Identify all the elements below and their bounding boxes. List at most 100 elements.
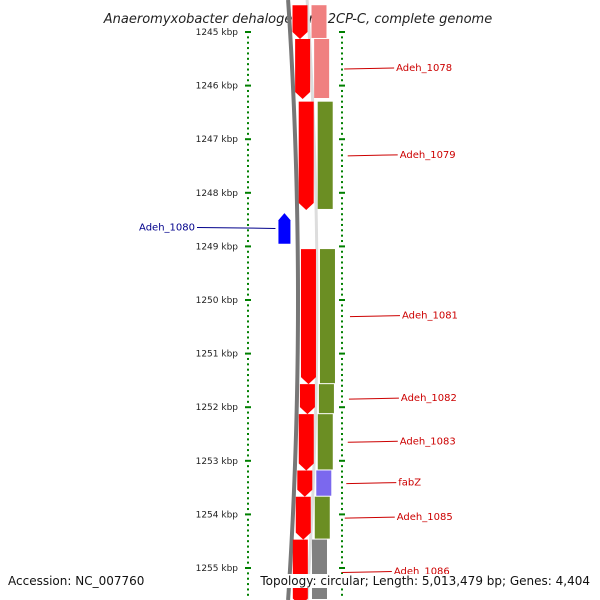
tick-mark [247,122,249,125]
gene-leader-line [344,516,395,519]
tick-mark [245,245,251,248]
gene-label: Adeh_1081 [402,311,458,322]
tick-mark [247,95,249,98]
tick-mark [247,170,249,173]
gene-leader-line [349,315,400,318]
tick-mark [247,207,249,210]
tick-mark [247,449,249,452]
gene-label: Adeh_1079 [400,150,456,161]
tick-mark [247,390,249,393]
tick-mark [341,347,343,350]
tick-mark [247,304,249,307]
tick-mark [341,79,343,82]
tick-mark [247,266,249,269]
tick-mark [247,518,249,521]
tick-mark [247,223,249,226]
cds-arrow [297,470,313,497]
tick-mark [341,315,343,318]
tick-mark [341,443,343,446]
cds-arrow [298,414,314,471]
tick-mark [245,299,251,301]
tick-mark [247,165,249,167]
tick-mark [247,261,249,264]
tick-mark [341,497,343,500]
tick-mark [247,202,249,205]
position-ticks-right [339,31,345,596]
tick-mark [247,197,249,200]
tick-mark [247,143,249,146]
tick-mark [247,475,249,478]
tick-mark [245,459,251,462]
tick-mark [341,229,343,232]
tick-mark [247,132,249,135]
tick-mark [341,320,343,323]
tick-mark [341,309,343,312]
accession-label: Accession: NC_007760 [8,574,145,588]
gene-leader-line [347,154,398,157]
tick-mark [341,68,343,71]
tick-mark [247,41,249,44]
tick-mark [247,534,249,537]
tick-mark [247,540,249,543]
tick-mark [245,513,251,516]
tick-mark [247,320,249,323]
tick-mark [339,191,345,194]
tick-mark [341,52,343,55]
tick-mark [341,470,343,473]
gene-leader-line [348,397,399,400]
backbone-ring [286,0,319,600]
cog-segment [317,414,333,470]
cds-arrow [299,384,315,415]
tick-mark [341,240,343,243]
tick-mark [245,31,251,33]
tick-mark [247,384,249,387]
tick-mark [341,95,343,98]
tick-mark [247,400,249,403]
tick-mark [341,518,343,521]
tick-mark [247,502,249,505]
tick-mark [247,411,249,414]
tick-label: 1251 kbp [196,350,239,360]
tick-mark [341,186,343,189]
tick-mark [341,411,343,414]
tick-mark [247,443,249,446]
tick-label: 1255 kbp [196,564,239,574]
tick-mark [247,213,249,216]
tick-label: 1253 kbp [196,457,239,467]
tick-mark [245,191,251,194]
tick-mark [341,100,343,103]
tick-mark [341,266,343,269]
tick-mark [247,491,249,494]
tick-mark [341,550,343,553]
tick-mark [341,588,343,591]
tick-mark [247,588,249,591]
inner-ring-line [305,0,319,600]
tick-mark [247,234,249,237]
tick-label: 1254 kbp [196,510,239,520]
tick-mark [341,304,343,307]
tick-mark [341,175,343,178]
cds-arrow [292,5,308,39]
tick-mark [341,41,343,44]
tick-mark [247,561,249,564]
tick-mark [247,315,249,318]
tick-mark [341,534,343,537]
tick-mark [247,341,249,344]
tick-mark [247,465,249,468]
tick-mark [247,127,249,130]
tick-mark [247,433,249,435]
tick-mark [341,159,343,162]
tick-mark [247,486,249,489]
tick-mark [247,240,249,243]
tick-mark [247,336,249,339]
tick-mark [341,47,343,50]
topology-label: Topology: circular; Length: 5,013,479 bp… [260,574,590,588]
tick-mark [247,309,249,312]
tick-label: 1252 kbp [196,403,239,413]
tick-mark [341,331,343,334]
gene-leader-line [346,482,397,485]
tick-mark [339,406,345,409]
tick-mark [341,234,343,237]
tick-mark [245,352,251,355]
tick-mark [341,416,343,419]
